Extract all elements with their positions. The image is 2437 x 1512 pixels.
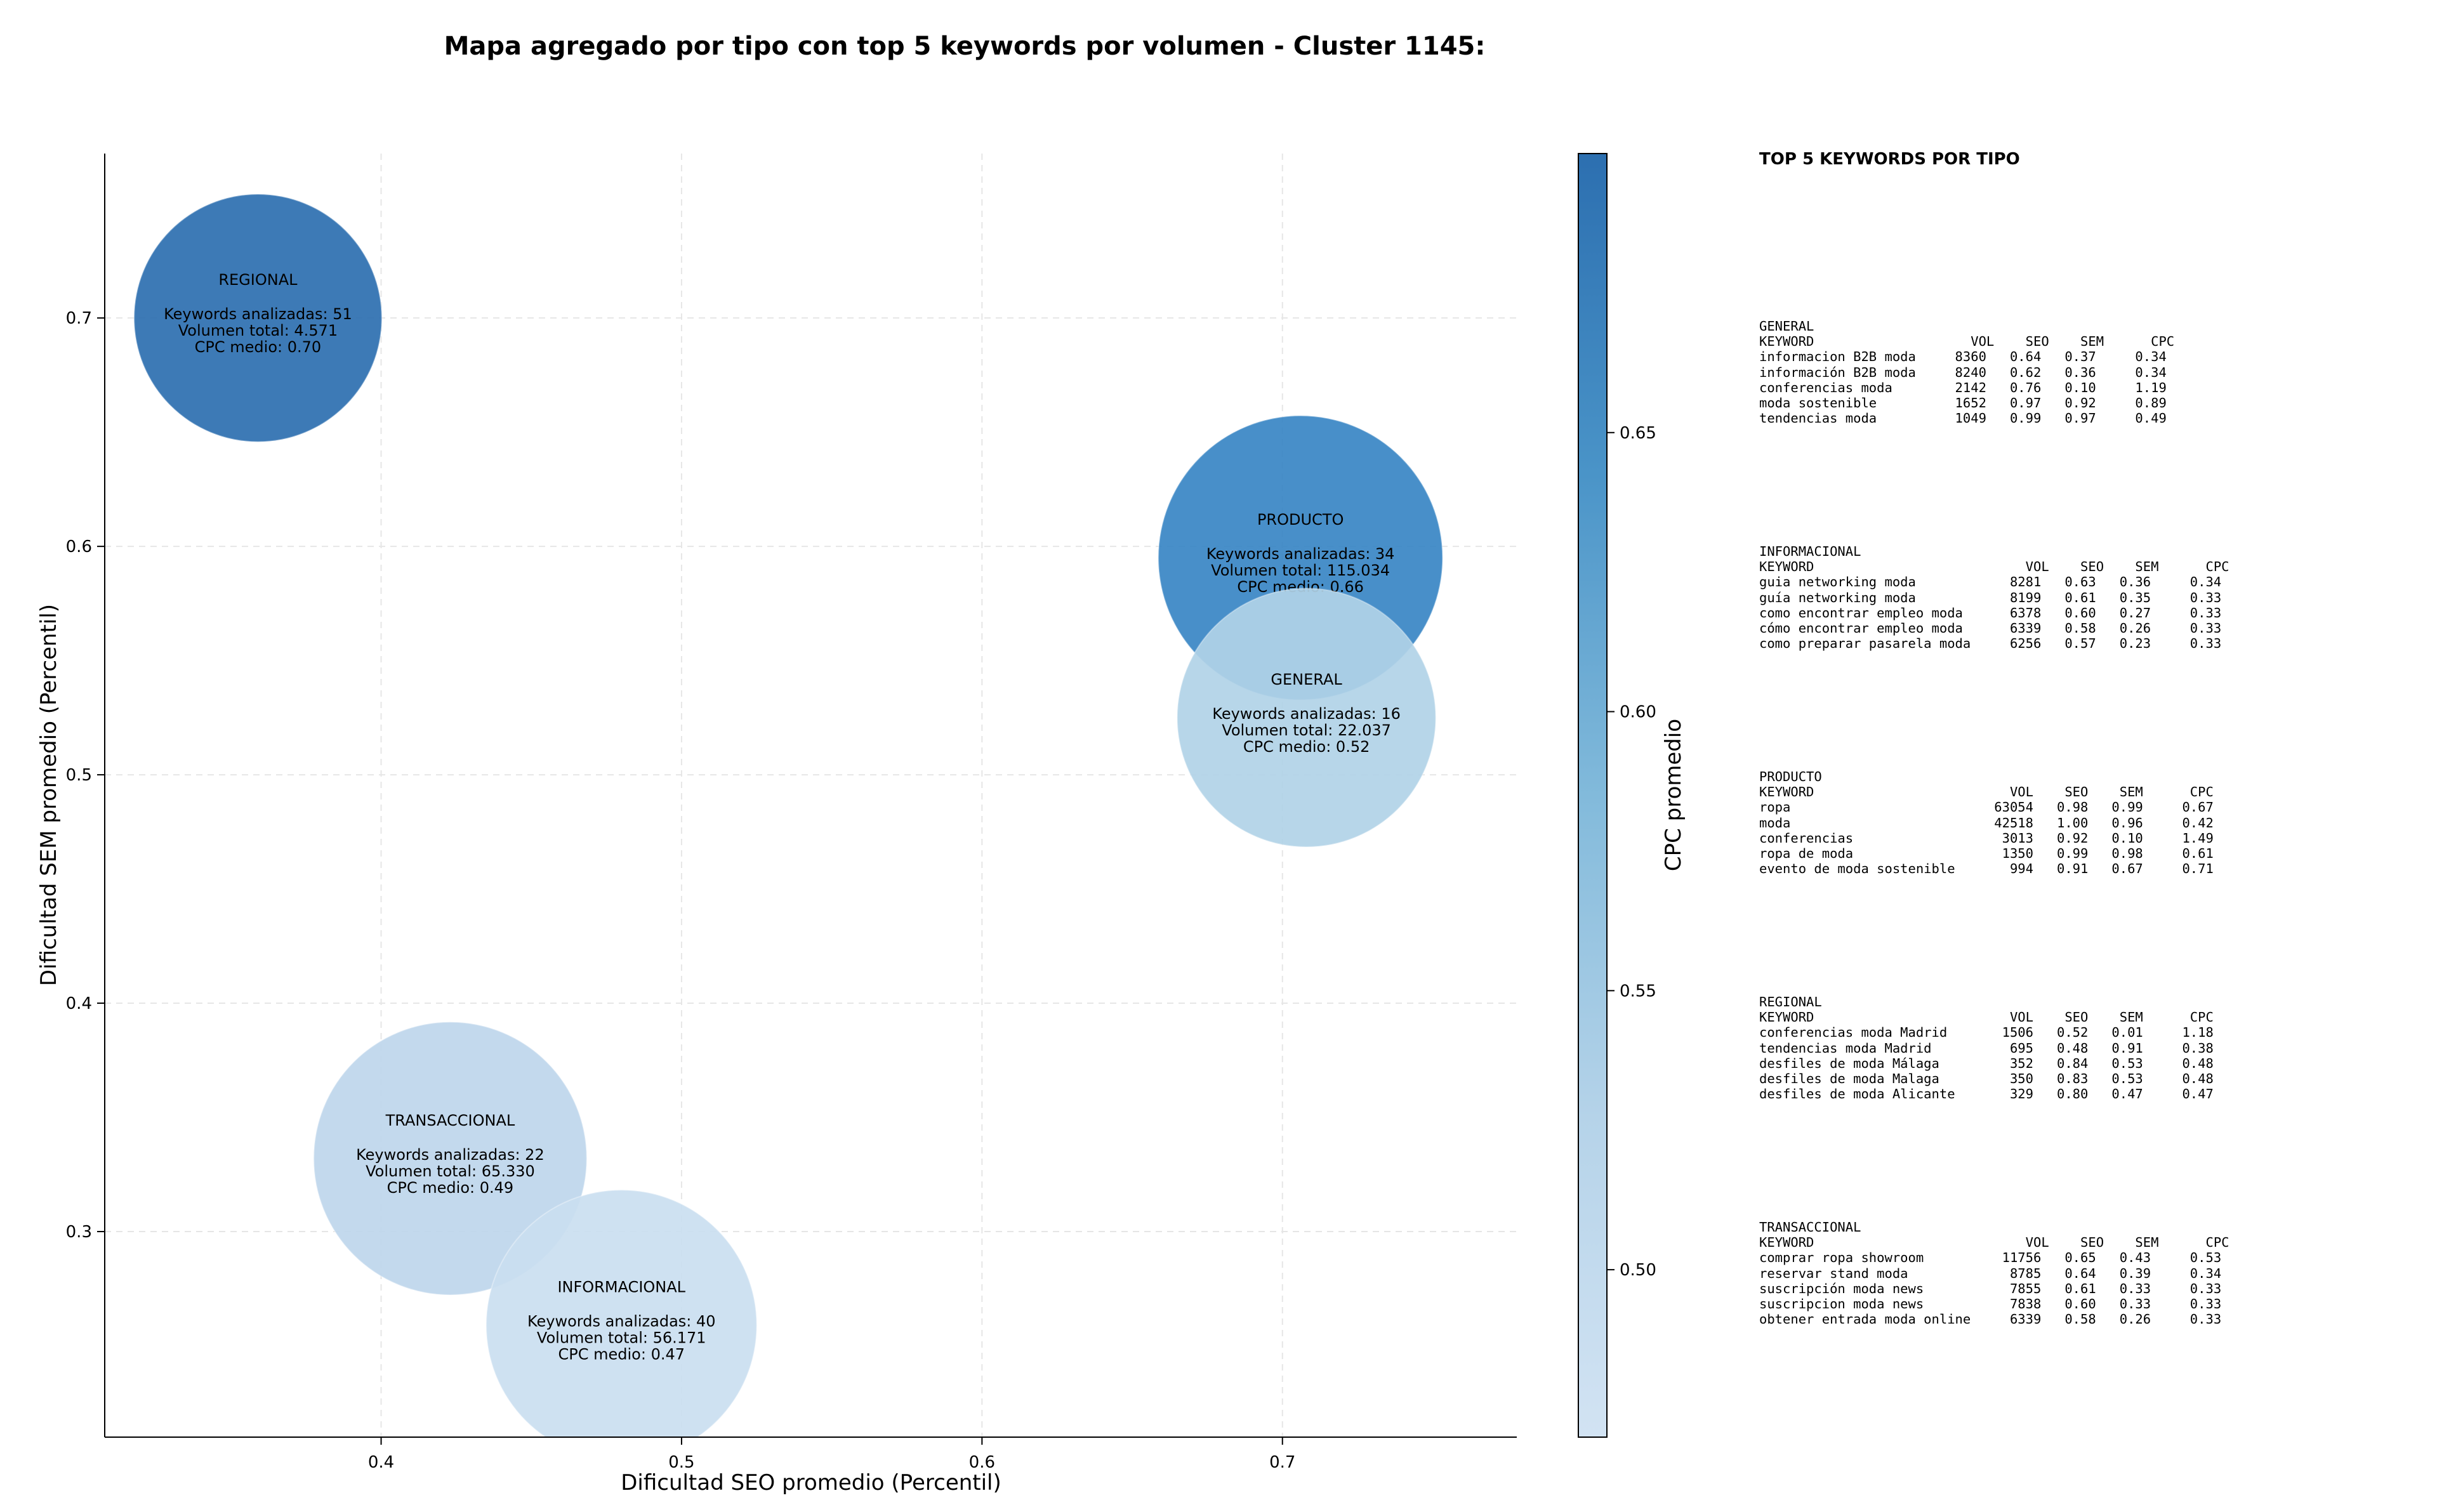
keyword-group-name: GENERAL (1759, 319, 1814, 334)
keyword-row: suscripcion moda news 7838 0.60 0.33 0.3… (1759, 1296, 2222, 1312)
keyword-group-producto: PRODUCTO KEYWORD VOL SEO SEM CPC ropa 6305… (1759, 769, 2214, 876)
keyword-row: tendencias moda Madrid 695 0.48 0.91 0.3… (1759, 1040, 2214, 1056)
keyword-row: desfiles de moda Alicante 329 0.80 0.47 … (1759, 1086, 2214, 1102)
bubble-name: GENERAL (1271, 671, 1342, 688)
keyword-row: desfiles de moda Malaga 350 0.83 0.53 0.… (1759, 1071, 2214, 1087)
bubble-cpc-label: CPC medio: 0.70 (195, 338, 322, 356)
x-tick-label: 0.5 (668, 1453, 694, 1472)
keyword-table-header: KEYWORD VOL SEO SEM CPC (1759, 559, 2229, 575)
keyword-row: informacion B2B moda 8360 0.64 0.37 0.34 (1759, 349, 2167, 365)
keyword-row: como encontrar empleo moda 6378 0.60 0.2… (1759, 605, 2222, 621)
keyword-group-informacional: INFORMACIONAL KEYWORD VOL SEO SEM CPC guia… (1759, 544, 2229, 651)
bubble-name: PRODUCTO (1257, 511, 1344, 529)
bubble-cpc-label: CPC medio: 0.52 (1243, 738, 1370, 756)
keyword-row: obtener entrada moda online 6339 0.58 0.… (1759, 1311, 2222, 1327)
keyword-table-header: KEYWORD VOL SEO SEM CPC (1759, 784, 2214, 800)
x-axis-label: Dificultad SEO promedio (Percentil) (621, 1470, 1001, 1496)
colorbar: 0.50 0.55 0.60 0.65 CPC promedio (1578, 153, 1686, 1438)
bubble-cpc-label: CPC medio: 0.47 (558, 1346, 685, 1364)
axis-ticks: 0.4 0.5 0.6 0.7 0.3 0.4 0.5 0.6 0.7 (66, 309, 1296, 1472)
colorbar-tick-label: 0.60 (1620, 703, 1656, 722)
bubble-volume-label: Volumen total: 115.034 (1211, 562, 1390, 579)
bubble-circle (133, 193, 383, 443)
keyword-panel: TOP 5 KEYWORDS POR TIPO GENERAL KEYWORD V… (1759, 150, 2419, 1327)
bubble-keywords-label: Keywords analizadas: 22 (356, 1146, 545, 1164)
keyword-row: moda sostenible 1652 0.97 0.92 0.89 (1759, 395, 2167, 411)
keyword-panel-title: TOP 5 KEYWORDS POR TIPO (1759, 150, 2020, 169)
keyword-row: comprar ropa showroom 11756 0.65 0.43 0.… (1759, 1250, 2222, 1266)
keyword-row: moda 42518 1.00 0.96 0.42 (1759, 815, 2214, 831)
x-tick-label: 0.4 (368, 1453, 394, 1472)
keyword-group-name: REGIONAL (1759, 994, 1822, 1009)
bubble-cpc-label: CPC medio: 0.49 (387, 1179, 514, 1197)
bubble-keywords-label: Keywords analizadas: 16 (1212, 705, 1401, 723)
keyword-table: GENERAL KEYWORD VOL SEO SEM CPC informacio… (1759, 319, 2174, 426)
keyword-group-regional: REGIONAL KEYWORD VOL SEO SEM CPC conferenc… (1759, 994, 2214, 1101)
y-tick-label: 0.6 (66, 537, 92, 556)
bubble-transaccional: TRANSACCIONAL Keywords analizadas: 22Volu… (313, 1021, 588, 1296)
axes (104, 154, 1517, 1438)
keyword-row: guia networking moda 8281 0.63 0.36 0.34 (1759, 574, 2222, 590)
keyword-row: evento de moda sostenible 994 0.91 0.67 … (1759, 861, 2214, 877)
y-tick-label: 0.7 (66, 309, 92, 328)
keyword-table: INFORMACIONAL KEYWORD VOL SEO SEM CPC guia… (1759, 544, 2229, 651)
bubble-name: REGIONAL (218, 271, 298, 289)
bubble-circle (313, 1021, 588, 1296)
y-tick-label: 0.3 (66, 1223, 92, 1242)
y-axis-label: Dificultad SEM promedio (Percentil) (36, 604, 62, 986)
colorbar-ticks: 0.50 0.55 0.60 0.65 (1607, 424, 1656, 1280)
keyword-row: desfiles de moda Málaga 352 0.84 0.53 0.… (1759, 1055, 2214, 1071)
bubble-circle (1176, 588, 1437, 848)
x-tick-label: 0.7 (1269, 1453, 1295, 1472)
bubble-name: INFORMACIONAL (557, 1279, 685, 1296)
keyword-group-transaccional: TRANSACCIONAL KEYWORD VOL SEO SEM CPC comp… (1759, 1219, 2229, 1327)
keyword-row: conferencias moda 2142 0.76 0.10 1.19 (1759, 379, 2167, 395)
y-tick-label: 0.5 (66, 766, 92, 785)
keyword-row: tendencias moda 1049 0.99 0.97 0.49 (1759, 411, 2167, 426)
bubble-keywords-label: Keywords analizadas: 51 (164, 305, 352, 323)
keyword-row: guía networking moda 8199 0.61 0.35 0.33 (1759, 589, 2222, 605)
keyword-row: información B2B moda 8240 0.62 0.36 0.34 (1759, 364, 2167, 380)
keyword-group-name: INFORMACIONAL (1759, 544, 1861, 559)
bubble-volume-label: Volumen total: 56.171 (537, 1329, 706, 1347)
bubble-volume-label: Volumen total: 22.037 (1222, 721, 1391, 739)
keyword-table-header: KEYWORD VOL SEO SEM CPC (1759, 334, 2175, 350)
colorbar-tick-label: 0.55 (1620, 982, 1656, 1001)
keyword-row: como preparar pasarela moda 6256 0.57 0.… (1759, 636, 2222, 652)
colorbar-gradient (1578, 153, 1608, 1438)
keyword-row: reservar stand moda 8785 0.64 0.39 0.34 (1759, 1265, 2222, 1281)
keyword-group-name: TRANSACCIONAL (1759, 1219, 1861, 1235)
keyword-group-name: PRODUCTO (1759, 769, 1822, 784)
keyword-table: PRODUCTO KEYWORD VOL SEO SEM CPC ropa 6305… (1759, 769, 2214, 876)
keyword-group-general: GENERAL KEYWORD VOL SEO SEM CPC informacio… (1759, 319, 2174, 426)
keyword-row: ropa de moda 1350 0.99 0.98 0.61 (1759, 846, 2214, 862)
x-tick-label: 0.6 (969, 1453, 995, 1472)
colorbar-tick-label: 0.65 (1620, 424, 1656, 443)
bubble-keywords-label: Keywords analizadas: 34 (1206, 545, 1395, 563)
bubble-name: TRANSACCIONAL (385, 1112, 515, 1129)
bubble-circle (485, 1189, 758, 1437)
keyword-table-header: KEYWORD VOL SEO SEM CPC (1759, 1009, 2214, 1025)
bubble-volume-label: Volumen total: 65.330 (366, 1162, 535, 1180)
y-tick-label: 0.4 (66, 994, 92, 1013)
keyword-table: TRANSACCIONAL KEYWORD VOL SEO SEM CPC comp… (1759, 1219, 2229, 1327)
chart-title: Mapa agregado por tipo con top 5 keyword… (444, 32, 1486, 61)
bubble-volume-label: Volumen total: 4.571 (178, 322, 338, 339)
keyword-row: ropa 63054 0.98 0.99 0.67 (1759, 799, 2214, 815)
colorbar-tick-label: 0.50 (1620, 1261, 1656, 1280)
bubble-keywords-label: Keywords analizadas: 40 (527, 1313, 716, 1331)
keyword-row: suscripción moda news 7855 0.61 0.33 0.3… (1759, 1280, 2222, 1296)
colorbar-label: CPC promedio (1661, 719, 1686, 871)
keyword-row: cómo encontrar empleo moda 6339 0.58 0.2… (1759, 621, 2222, 636)
keyword-table-header: KEYWORD VOL SEO SEM CPC (1759, 1235, 2229, 1251)
keyword-row: conferencias moda Madrid 1506 0.52 0.01 … (1759, 1025, 2214, 1041)
keyword-row: conferencias 3013 0.92 0.10 1.49 (1759, 830, 2214, 846)
keyword-table: REGIONAL KEYWORD VOL SEO SEM CPC conferenc… (1759, 994, 2214, 1101)
bubble-informacional: INFORMACIONAL Keywords analizadas: 40Volu… (485, 1189, 758, 1437)
